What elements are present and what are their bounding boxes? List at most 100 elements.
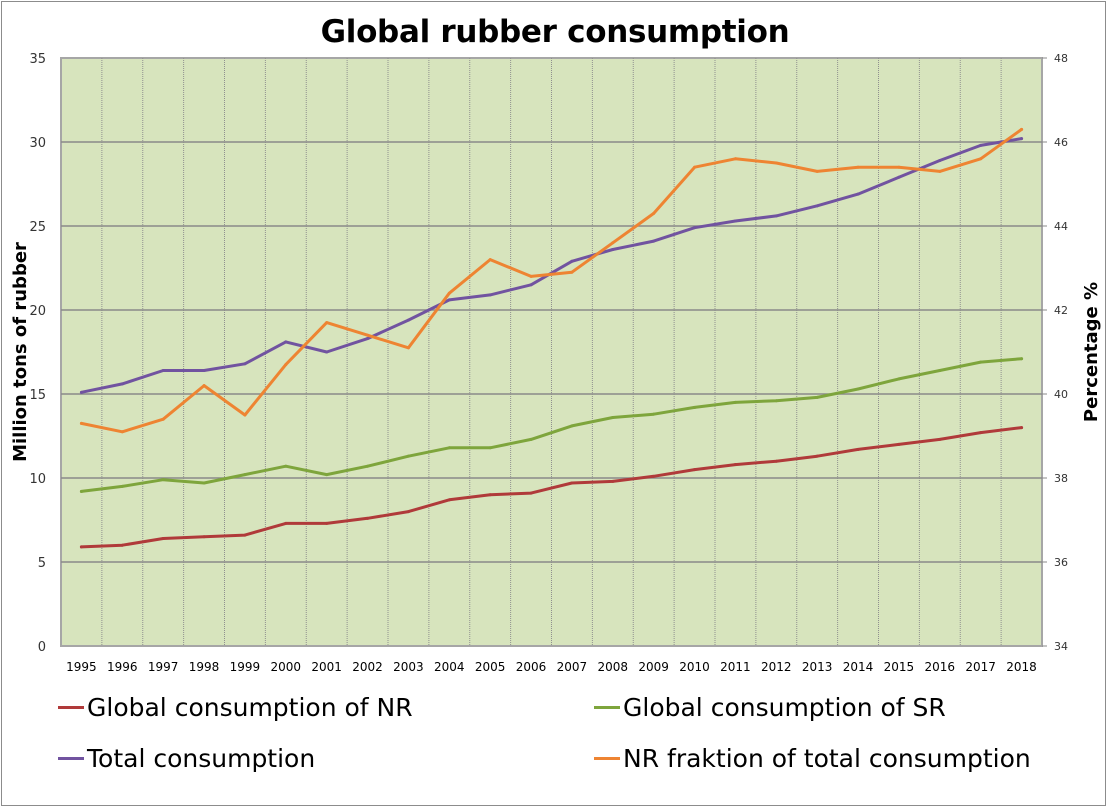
data-point [202,535,206,539]
data-point [447,291,451,295]
y2-tick-label: 44 [1054,220,1068,233]
data-point [447,298,451,302]
data-point [529,437,533,441]
x-tick-label: 2006 [516,660,547,674]
legend-label-nr-fraction: NR fraktion of total consumption [623,744,1031,773]
data-point [611,248,615,252]
x-tick-label: 2008 [598,660,629,674]
x-tick-label: 2015 [884,660,915,674]
data-point [120,543,124,547]
y2-tick-label: 36 [1054,556,1068,569]
x-tick-label: 2005 [475,660,506,674]
data-point [120,382,124,386]
legend-label-nr: Global consumption of NR [87,693,413,722]
data-point [1020,127,1024,131]
legend-item-nr: Global consumption of NR [58,693,413,722]
y2-tick-label: 48 [1054,52,1068,65]
y-tick-label: 5 [38,556,46,571]
data-point [325,473,329,477]
data-point [815,169,819,173]
data-point [774,214,778,218]
y-axis-left-ticks: 0 5 10 15 20 25 30 35 [29,52,46,655]
data-point [938,368,942,372]
data-point [161,417,165,421]
data-point [1020,357,1024,361]
data-point [693,405,697,409]
data-point [284,464,288,468]
x-tick-label: 2018 [1006,660,1037,674]
data-point [284,521,288,525]
data-point [488,446,492,450]
data-point [733,400,737,404]
series-line-3 [79,127,1024,434]
data-point [488,493,492,497]
series-lines [79,127,1024,549]
data-point [693,468,697,472]
data-point [243,533,247,537]
data-point [774,399,778,403]
data-point [529,283,533,287]
x-tick-label: 1999 [230,660,261,674]
y-tick-label: 10 [29,472,46,487]
data-point [161,536,165,540]
data-point [897,175,901,179]
data-point [856,165,860,169]
data-point [1020,137,1024,141]
data-point [325,321,329,325]
y-axis-right-ticks: 34 36 38 40 42 44 46 48 [1042,52,1068,653]
data-point [1020,426,1024,430]
data-point [774,459,778,463]
data-point [733,157,737,161]
legend-swatch-sr [594,706,620,709]
data-point [79,421,83,425]
data-point [325,350,329,354]
legend-swatch-nr [58,706,84,709]
data-point [570,481,574,485]
data-point [856,387,860,391]
y-tick-label: 0 [38,640,46,655]
data-point [325,521,329,525]
series-line-1 [79,357,1024,493]
data-point [366,464,370,468]
data-point [488,293,492,297]
data-point [733,463,737,467]
legend-item-total: Total consumption [58,744,315,773]
data-point [693,165,697,169]
data-point [120,484,124,488]
y-tick-label: 25 [29,220,46,235]
y-tick-label: 30 [29,136,46,151]
y2-tick-label: 46 [1054,136,1068,149]
y-axis-left-label: Million tons of rubber [10,242,31,462]
x-tick-label: 2014 [843,660,874,674]
legend-item-nr-fraction: NR fraktion of total consumption [594,744,1031,773]
x-tick-label: 2017 [965,660,996,674]
data-point [406,454,410,458]
data-point [938,158,942,162]
legend-swatch-nr-fraction [594,757,620,760]
x-tick-label: 1996 [107,660,138,674]
x-tick-label: 2007 [557,660,588,674]
data-point [979,431,983,435]
y-tick-label: 20 [29,304,46,319]
data-point [938,169,942,173]
data-point [243,362,247,366]
x-tick-label: 2009 [638,660,669,674]
data-point [652,474,656,478]
data-point [570,259,574,263]
data-point [529,491,533,495]
data-point [897,377,901,381]
vertical-gridlines [101,58,1002,646]
data-point [406,510,410,514]
y2-tick-label: 40 [1054,388,1068,401]
data-point [406,318,410,322]
y-tick-label: 15 [29,388,46,403]
data-point [120,430,124,434]
x-axis-ticks: 1995 1996 1997 1998 1999 2000 2001 2002 2003 2004… [66,660,1037,674]
data-point [202,368,206,372]
x-tick-label: 1997 [148,660,179,674]
data-point [79,545,83,549]
data-point [570,424,574,428]
legend-label-sr: Global consumption of SR [623,693,946,722]
data-point [652,211,656,215]
